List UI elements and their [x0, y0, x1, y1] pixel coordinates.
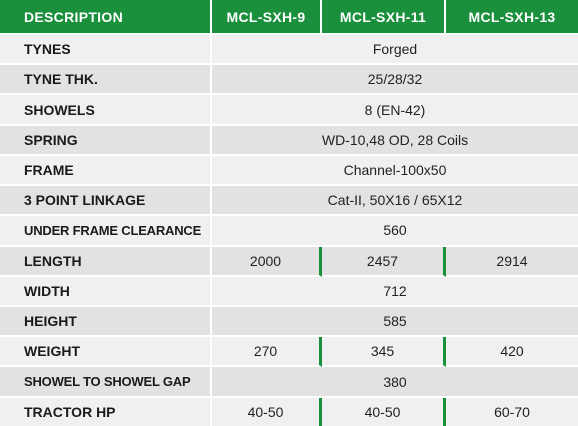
row-label: HEIGHT — [0, 306, 212, 338]
table-row: 3 POINT LINKAGE Cat-II, 50X16 / 65X12 — [0, 186, 578, 217]
row-value: Channel-100x50 — [212, 155, 578, 187]
table-row: TYNES Forged — [0, 35, 578, 66]
row-value-model-1: 40-50 — [212, 397, 322, 426]
row-label: UNDER FRAME CLEARANCE — [0, 216, 212, 247]
header-row: DESCRIPTION MCL-SXH-9 MCL-SXH-11 MCL-SXH… — [0, 0, 578, 35]
table-row: SPRING WD-10,48 OD, 28 Coils — [0, 125, 578, 156]
row-value: Cat-II, 50X16 / 65X12 — [212, 186, 578, 217]
header-model-2: MCL-SXH-11 — [322, 0, 446, 35]
table-row: TYNE THK. 25/28/32 — [0, 65, 578, 96]
row-label: SHOWELS — [0, 95, 212, 126]
row-value-model-1: 270 — [212, 337, 322, 368]
row-label: FRAME — [0, 155, 212, 187]
row-label: WEIGHT — [0, 337, 212, 368]
row-label: WIDTH — [0, 276, 212, 307]
header-model-1: MCL-SXH-9 — [212, 0, 322, 35]
table-row: WEIGHT 270 345 420 — [0, 337, 578, 368]
row-value-model-3: 2914 — [446, 246, 578, 277]
row-label: LENGTH — [0, 246, 212, 277]
row-value-model-3: 420 — [446, 337, 578, 368]
table-row: LENGTH 2000 2457 2914 — [0, 246, 578, 277]
row-value: Forged — [212, 35, 578, 66]
row-value: 380 — [212, 367, 578, 398]
table-row: SHOWELS 8 (EN-42) — [0, 95, 578, 126]
table-row: HEIGHT 585 — [0, 306, 578, 338]
row-value: 712 — [212, 276, 578, 307]
row-value-model-3: 60-70 — [446, 397, 578, 426]
table-row: SHOWEL TO SHOWEL GAP 380 — [0, 367, 578, 398]
row-value: 560 — [212, 216, 578, 247]
row-value: 585 — [212, 306, 578, 338]
row-value: 25/28/32 — [212, 65, 578, 96]
table-row: TRACTOR HP 40-50 40-50 60-70 — [0, 397, 578, 426]
table-row: UNDER FRAME CLEARANCE 560 — [0, 216, 578, 247]
row-label: TRACTOR HP — [0, 397, 212, 426]
row-label: 3 POINT LINKAGE — [0, 186, 212, 217]
row-label: TYNE THK. — [0, 65, 212, 96]
header-model-3: MCL-SXH-13 — [446, 0, 578, 35]
table-row: WIDTH 712 — [0, 276, 578, 307]
row-value-model-2: 40-50 — [322, 397, 446, 426]
row-value-model-1: 2000 — [212, 246, 322, 277]
row-value: WD-10,48 OD, 28 Coils — [212, 125, 578, 156]
header-description: DESCRIPTION — [0, 0, 212, 35]
row-label: SHOWEL TO SHOWEL GAP — [0, 367, 212, 398]
row-label: TYNES — [0, 35, 212, 66]
row-value-model-2: 345 — [322, 337, 446, 368]
row-value: 8 (EN-42) — [212, 95, 578, 126]
table-row: FRAME Channel-100x50 — [0, 155, 578, 187]
row-value-model-2: 2457 — [322, 246, 446, 277]
row-label: SPRING — [0, 125, 212, 156]
